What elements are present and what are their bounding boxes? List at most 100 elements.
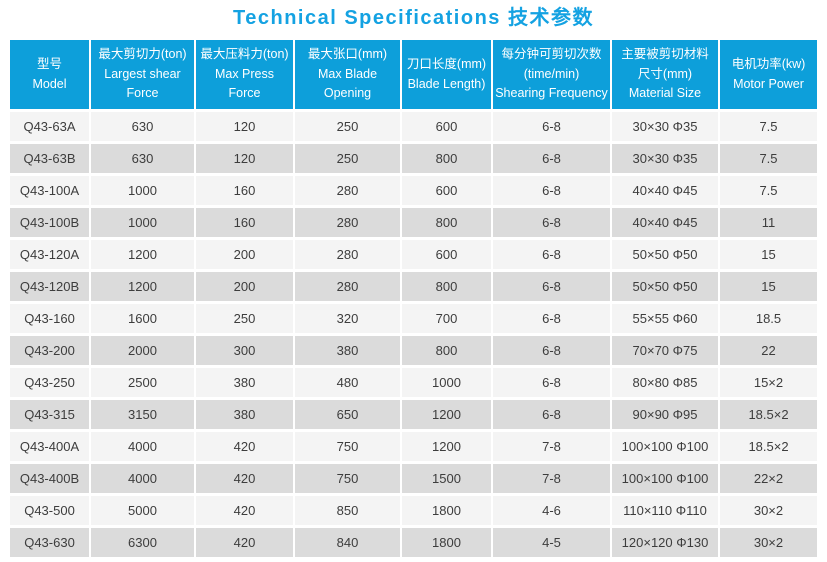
spec-cell: 380	[196, 400, 293, 429]
spec-cell: 320	[295, 304, 400, 333]
spec-cell: 110×110 Φ110	[612, 496, 718, 525]
spec-cell: 7-8	[493, 464, 610, 493]
spec-cell: 22×2	[720, 464, 817, 493]
table-row: Q43-100A 1000 160 280 600 6-8 40×40 Φ45 7.5	[10, 176, 817, 205]
spec-cell: 380	[196, 368, 293, 397]
spec-cell: 2000	[91, 336, 194, 365]
table-header-row: 型号 Model 最大剪切力(ton) Largest shear Force 最大压料…	[10, 40, 817, 109]
spec-cell: 50×50 Φ50	[612, 240, 718, 269]
spec-cell: 1800	[402, 528, 491, 557]
spec-cell: 120	[196, 112, 293, 141]
model-cell: Q43-100A	[10, 176, 89, 205]
spec-cell: 650	[295, 400, 400, 429]
model-cell: Q43-120A	[10, 240, 89, 269]
spec-cell: 4000	[91, 432, 194, 461]
spec-cell: 300	[196, 336, 293, 365]
spec-cell: 120	[196, 144, 293, 173]
spec-cell: 630	[91, 112, 194, 141]
spec-cell: 700	[402, 304, 491, 333]
spec-cell: 280	[295, 272, 400, 301]
spec-cell: 30×30 Φ35	[612, 112, 718, 141]
spec-cell: 6-8	[493, 368, 610, 397]
spec-cell: 15×2	[720, 368, 817, 397]
table-row: Q43-400B 4000 420 750 1500 7-8 100×100 Φ100 22×…	[10, 464, 817, 493]
spec-cell: 30×2	[720, 496, 817, 525]
col-header-shearing-frequency: 每分钟可剪切次数 (time/min) Shearing Frequency	[493, 40, 610, 109]
spec-cell: 480	[295, 368, 400, 397]
model-cell: Q43-630	[10, 528, 89, 557]
spec-cell: 4-6	[493, 496, 610, 525]
table-row: Q43-160 1600 250 320 700 6-8 55×55 Φ60 18.5	[10, 304, 817, 333]
spec-cell: 200	[196, 272, 293, 301]
table-row: Q43-200 2000 300 380 800 6-8 70×70 Φ75 22	[10, 336, 817, 365]
spec-cell: 800	[402, 208, 491, 237]
spec-cell: 100×100 Φ100	[612, 464, 718, 493]
table-row: Q43-630 6300 420 840 1800 4-5 120×120 Φ130 30×2	[10, 528, 817, 557]
table-row: Q43-100B 1000 160 280 800 6-8 40×40 Φ45 11	[10, 208, 817, 237]
spec-cell: 7.5	[720, 176, 817, 205]
spec-cell: 70×70 Φ75	[612, 336, 718, 365]
spec-cell: 55×55 Φ60	[612, 304, 718, 333]
spec-cell: 80×80 Φ85	[612, 368, 718, 397]
spec-cell: 250	[295, 112, 400, 141]
spec-cell: 4000	[91, 464, 194, 493]
col-header-blade-length: 刀口长度(mm) Blade Length)	[402, 40, 491, 109]
spec-cell: 600	[402, 240, 491, 269]
spec-cell: 1000	[91, 176, 194, 205]
spec-cell: 420	[196, 528, 293, 557]
spec-cell: 22	[720, 336, 817, 365]
spec-cell: 6-8	[493, 176, 610, 205]
table-body: Q43-63A 630 120 250 600 6-8 30×30 Φ35 7.5 Q43-63…	[10, 112, 817, 557]
model-cell: Q43-160	[10, 304, 89, 333]
spec-cell: 6300	[91, 528, 194, 557]
spec-cell: 630	[91, 144, 194, 173]
spec-cell: 7.5	[720, 112, 817, 141]
spec-cell: 18.5×2	[720, 432, 817, 461]
spec-cell: 15	[720, 272, 817, 301]
spec-cell: 750	[295, 464, 400, 493]
spec-cell: 6-8	[493, 336, 610, 365]
col-header-max-press-force: 最大压料力(ton) Max Press Force	[196, 40, 293, 109]
spec-cell: 5000	[91, 496, 194, 525]
spec-cell: 420	[196, 496, 293, 525]
spec-cell: 100×100 Φ100	[612, 432, 718, 461]
table-row: Q43-120B 1200 200 280 800 6-8 50×50 Φ50 15	[10, 272, 817, 301]
spec-cell: 50×50 Φ50	[612, 272, 718, 301]
spec-cell: 1000	[91, 208, 194, 237]
model-cell: Q43-100B	[10, 208, 89, 237]
spec-cell: 120×120 Φ130	[612, 528, 718, 557]
spec-cell: 6-8	[493, 304, 610, 333]
spec-cell: 600	[402, 112, 491, 141]
spec-cell: 7-8	[493, 432, 610, 461]
spec-cell: 840	[295, 528, 400, 557]
spec-cell: 250	[196, 304, 293, 333]
table-row: Q43-400A 4000 420 750 1200 7-8 100×100 Φ100 18.…	[10, 432, 817, 461]
spec-cell: 40×40 Φ45	[612, 208, 718, 237]
model-cell: Q43-120B	[10, 272, 89, 301]
spec-cell: 18.5	[720, 304, 817, 333]
col-header-model: 型号 Model	[10, 40, 89, 109]
spec-cell: 800	[402, 336, 491, 365]
spec-cell: 18.5×2	[720, 400, 817, 429]
spec-cell: 750	[295, 432, 400, 461]
col-header-motor-power: 电机功率(kw) Motor Power	[720, 40, 817, 109]
model-cell: Q43-400A	[10, 432, 89, 461]
spec-cell: 160	[196, 208, 293, 237]
spec-cell: 30×2	[720, 528, 817, 557]
spec-cell: 1200	[402, 400, 491, 429]
spec-cell: 3150	[91, 400, 194, 429]
model-cell: Q43-250	[10, 368, 89, 397]
spec-cell: 11	[720, 208, 817, 237]
spec-cell: 1200	[91, 272, 194, 301]
spec-cell: 40×40 Φ45	[612, 176, 718, 205]
spec-table: 型号 Model 最大剪切力(ton) Largest shear Force 最大压料…	[8, 37, 819, 560]
model-cell: Q43-63A	[10, 112, 89, 141]
spec-cell: 800	[402, 272, 491, 301]
spec-cell: 4-5	[493, 528, 610, 557]
model-cell: Q43-315	[10, 400, 89, 429]
spec-cell: 1600	[91, 304, 194, 333]
spec-cell: 1200	[402, 432, 491, 461]
table-row: Q43-63B 630 120 250 800 6-8 30×30 Φ35 7.5	[10, 144, 817, 173]
table-row: Q43-250 2500 380 480 1000 6-8 80×80 Φ85 15×2	[10, 368, 817, 397]
table-row: Q43-315 3150 380 650 1200 6-8 90×90 Φ95 18.5×2	[10, 400, 817, 429]
